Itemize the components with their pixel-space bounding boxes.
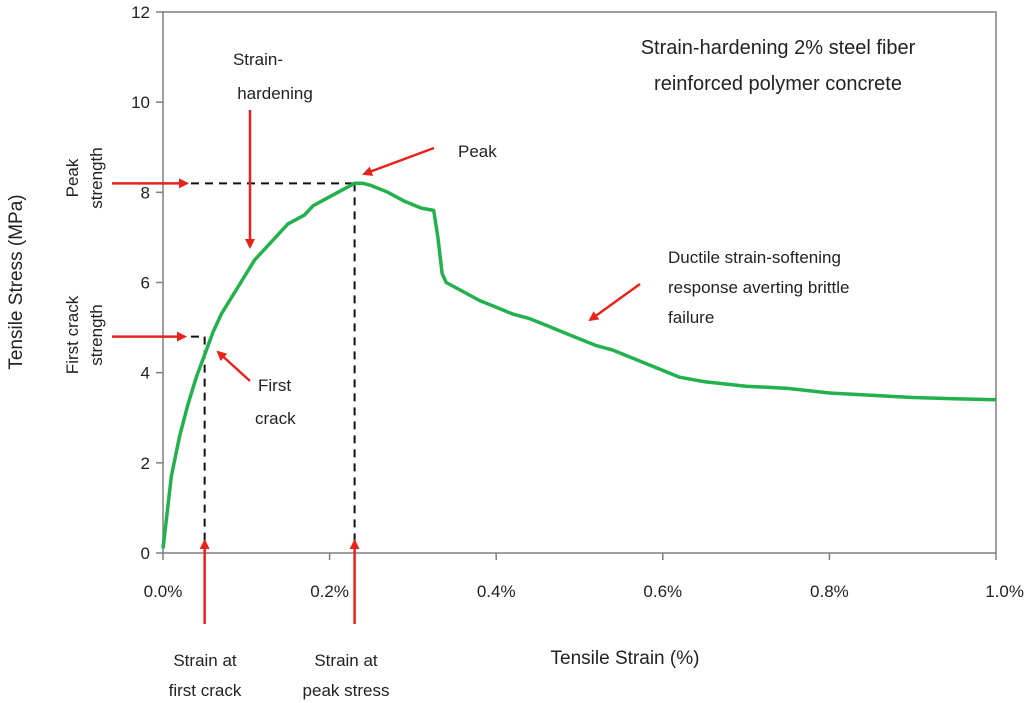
peak-strength-label-2: strength [87,147,106,208]
strain-first-crack-label-2: first crack [169,681,242,700]
first-crack-strength-label-2: strength [87,304,106,365]
stress-strain-curve [161,181,997,549]
y-tick-label: 4 [141,364,150,383]
x-tick-label: 1.0% [985,582,1024,601]
first-crack-strength-label-1: First crack [63,295,82,374]
y-tick-label: 12 [131,3,150,22]
first-crack-label-1: First [258,376,291,395]
x-tick-label: 0.2% [310,582,349,601]
strain-peak-label-1: Strain at [314,651,378,670]
x-tick-label: 0.8% [810,582,849,601]
x-axis-title: Tensile Strain (%) [551,648,700,669]
axis-ticks: 0 2 4 6 8 10 12 0.0% 0.2% 0.4% 0.6% 0.8% 1.0% [131,3,1024,601]
softening-label-2: response averting brittle [668,278,849,297]
chart-title-line-1: Strain-hardening 2% steel fiber [641,37,916,59]
y-tick-label: 10 [131,93,150,112]
annotation-arrows [112,110,641,624]
guide-lines [163,182,356,553]
chart-title-line-2: reinforced polymer concrete [654,73,902,95]
peak-label: Peak [458,142,497,161]
peak-strength-label-1: Peak [63,158,82,197]
x-tick-label: 0.4% [477,582,516,601]
strain-first-crack-label-1: Strain at [173,651,237,670]
first-crack-label-2: crack [255,409,296,428]
x-tick-label: 0.0% [144,582,183,601]
strain-peak-label-2: peak stress [303,681,390,700]
peak-arrow [362,146,435,176]
first-crack-arrow [216,350,251,382]
strain-hardening-label-2: hardening [237,84,313,103]
x-tick-label: 0.6% [643,582,682,601]
strain-hardening-label-1: Strain- [233,50,283,69]
y-axis-title: Tensile Stress (MPa) [6,194,27,369]
softening-label-1: Ductile strain-softening [668,248,841,267]
y-tick-label: 6 [141,274,150,293]
softening-arrow [588,282,641,322]
y-tick-label: 2 [141,454,150,473]
softening-label-3: failure [668,308,714,327]
y-tick-label: 8 [141,183,150,202]
y-tick-label: 0 [141,544,150,563]
